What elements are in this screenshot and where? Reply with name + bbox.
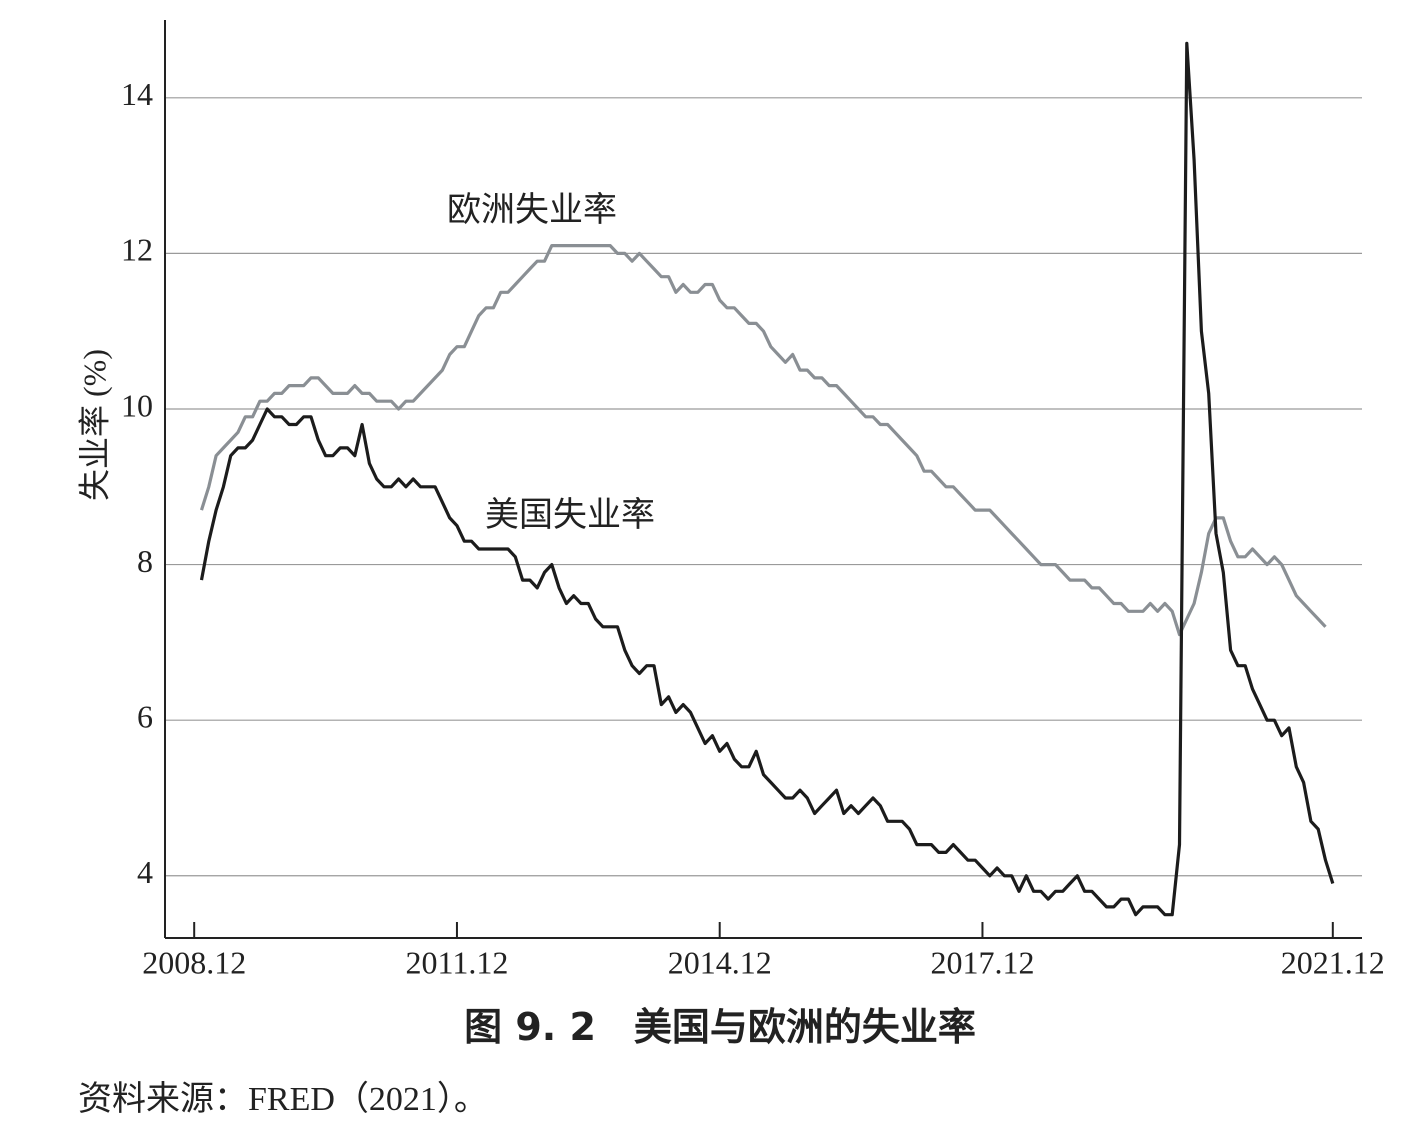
series-label: 欧洲失业率 [447,191,617,229]
x-tick-label: 2014.12 [668,944,772,980]
y-tick-label: 10 [121,387,153,423]
x-tick-label: 2011.12 [406,944,509,980]
y-tick-label: 8 [137,543,153,579]
series-label: 美国失业率 [485,496,655,534]
x-tick-label: 2008.12 [142,944,246,980]
series-line [199,244,1327,637]
series-line [199,41,1335,917]
source-note: 资料来源：FRED（2021）。 [78,1080,488,1118]
caption: 图 9. 2 美国与欧洲的失业率 [464,1005,976,1049]
y-tick-label: 14 [121,76,153,112]
y-tick-label: 6 [137,699,153,735]
y-axis-label: 失业率 (%) [76,349,112,501]
y-tick-label: 4 [137,854,153,890]
x-tick-label: 2017.12 [930,944,1034,980]
y-tick-label: 12 [121,232,153,268]
x-tick-label: 2021.12 [1281,944,1385,980]
